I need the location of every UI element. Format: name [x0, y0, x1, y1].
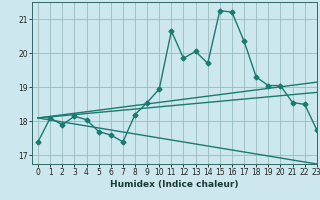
X-axis label: Humidex (Indice chaleur): Humidex (Indice chaleur) [110, 180, 239, 189]
